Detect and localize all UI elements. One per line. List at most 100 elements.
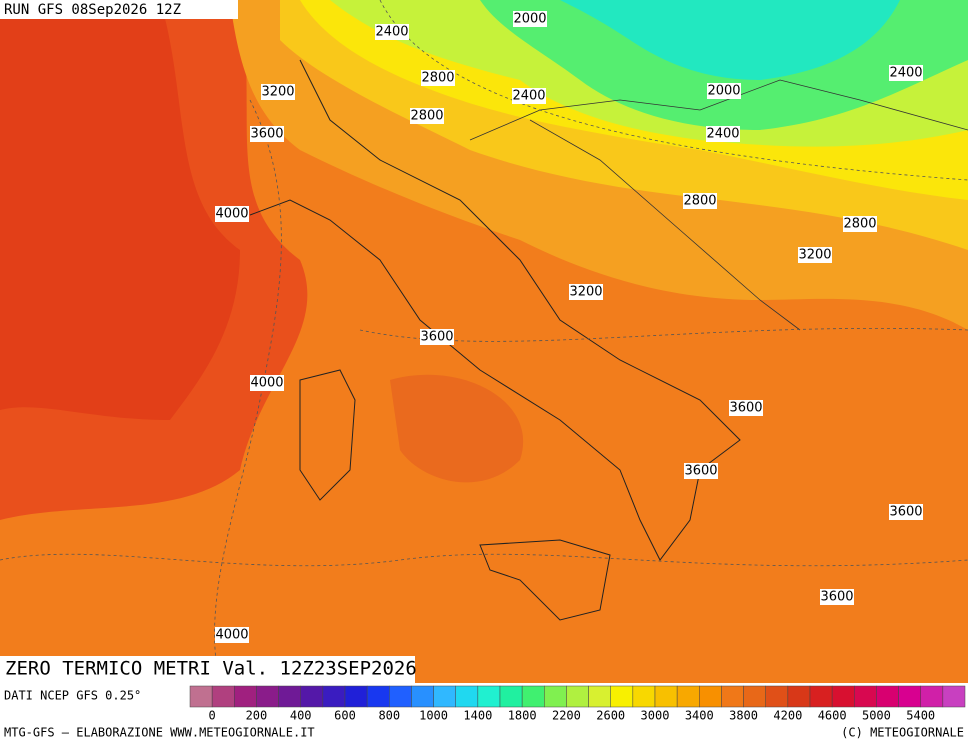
contour-label: 3200 [798, 248, 831, 263]
contour-label-box [421, 70, 455, 86]
colorbar-label: 3000 [641, 709, 670, 723]
contour-label: 2000 [707, 84, 740, 99]
footer-right: (C) METEOGIORNALE [841, 726, 964, 740]
contour-label: 2400 [375, 25, 408, 40]
map [0, 0, 968, 684]
contour-label-box [215, 627, 249, 643]
colorbar-label: 800 [378, 709, 400, 723]
contour-label: 2000 [513, 12, 546, 27]
colorbar-label: 3800 [729, 709, 758, 723]
contour-label: 4000 [215, 628, 248, 643]
colorbar-swatch [920, 685, 944, 708]
colorbar-swatch [278, 685, 301, 708]
run-label: RUN GFS 08Sep2026 12Z [4, 2, 181, 18]
colorbar-swatch [411, 685, 434, 708]
contour-label-box [683, 193, 717, 209]
colorbar-swatch [477, 685, 501, 708]
colorbar-swatch [521, 685, 545, 708]
contour-label-box [410, 108, 444, 124]
colorbar-label: 600 [334, 709, 356, 723]
contour-label: 2800 [843, 217, 876, 232]
colorbar-swatch [433, 685, 456, 708]
contour-label-box [250, 126, 284, 142]
contour-label-box [375, 24, 409, 40]
footer-left: MTG-GFS — ELABORAZIONE WWW.METEOGIORNALE… [4, 726, 315, 740]
contour-label-box [215, 206, 249, 222]
contour-label-box [729, 400, 763, 416]
title-box [0, 656, 415, 683]
contour-label-box [706, 126, 740, 142]
contour-label: 3600 [729, 401, 762, 416]
colorbar-swatch [632, 685, 656, 708]
colorbar-label: 5000 [862, 709, 891, 723]
colorbar-swatch [300, 685, 324, 708]
colorbar-swatch [809, 685, 833, 708]
contour-label-box [798, 247, 832, 263]
colorbar-swatch [898, 685, 921, 708]
contour-label: 3200 [569, 285, 602, 300]
colorbar-label: 5400 [906, 709, 935, 723]
contour-label: 2400 [889, 66, 922, 81]
contour-label: 2400 [706, 127, 739, 142]
colorbar-swatch [876, 685, 899, 708]
colorbar-swatch [499, 685, 523, 708]
colorbar-swatch [721, 685, 744, 708]
colorbar-label: 2600 [596, 709, 625, 723]
contour-label-box [707, 83, 741, 99]
data-source: DATI NCEP GFS 0.25° [4, 689, 141, 703]
contour-label-box [569, 284, 603, 300]
contour-label: 2400 [512, 89, 545, 104]
colorbar-swatch [544, 685, 567, 708]
colorbar-swatch [854, 685, 877, 708]
colorbar-label: 1400 [463, 709, 492, 723]
colorbar-swatch [610, 685, 634, 708]
colorbar-swatch [787, 685, 811, 708]
colorbar-swatch [389, 685, 412, 708]
contour-label: 2800 [683, 194, 716, 209]
contour-label-box [261, 84, 295, 100]
contour-label-box [420, 329, 454, 345]
colorbar-swatch [654, 685, 678, 708]
colorbar-swatch [211, 685, 235, 708]
contour-label: 2800 [410, 109, 443, 124]
contour-label: 4000 [250, 376, 283, 391]
contour-label-box [513, 11, 547, 27]
contour-label-box [820, 589, 854, 605]
contour-label: 3600 [420, 330, 453, 345]
colorbar-swatch [588, 685, 611, 708]
contour-label-box [889, 504, 923, 520]
colorbar-swatch [743, 685, 766, 708]
colorbar: 0 200 400 600 800 1000 1400 1800 2200 2600 3000 340… [189, 685, 966, 723]
contour-label: 3600 [250, 127, 283, 142]
colorbar-label: 200 [246, 709, 268, 723]
contour-label: 2800 [421, 71, 454, 86]
run-box [0, 0, 238, 19]
map-title: ZERO TERMICO METRI Val. 12Z23SEP2026 [5, 658, 417, 680]
contour-label-box [889, 65, 923, 81]
colorbar-swatch [831, 685, 855, 708]
colorbar-swatch [455, 685, 479, 708]
contour-label-box [250, 375, 284, 391]
colorbar-swatch [676, 685, 700, 708]
colorbar-swatch [765, 685, 789, 708]
colorbar-swatch [566, 685, 589, 708]
colorbar-label: 3400 [685, 709, 714, 723]
contour-label: 3200 [261, 85, 294, 100]
colorbar-swatch [366, 685, 390, 708]
colorbar-swatch [344, 685, 368, 708]
colorbar-swatch [942, 685, 966, 708]
contour-label: 3600 [684, 464, 717, 479]
colorbar-label: 4600 [818, 709, 847, 723]
colorbar-label: 400 [290, 709, 312, 723]
colorbar-swatch [322, 685, 346, 708]
contour-label-box [512, 88, 546, 104]
contour-label: 3600 [889, 505, 922, 520]
colorbar-label: 1800 [508, 709, 537, 723]
contour-label-box [843, 216, 877, 232]
colorbar-swatch [256, 685, 279, 708]
colorbar-swatch [234, 685, 257, 708]
contour-labels: 2000 2400 3200 2800 2400 2800 3600 2000 2400 2400… [215, 11, 923, 643]
contour-label-box [684, 463, 718, 479]
